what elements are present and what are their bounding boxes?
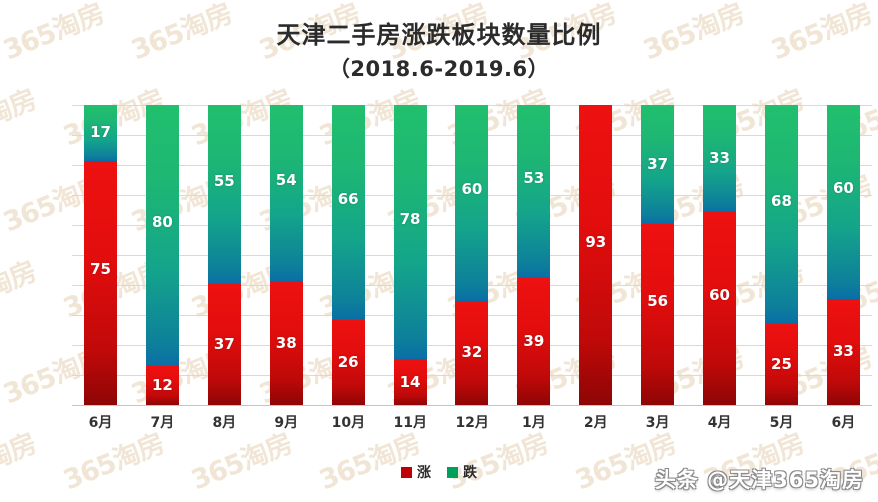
x-axis-tick-label: 4月 [707,415,732,431]
legend-label-fall: 跌 [463,465,477,481]
bar-value-label-fall: 78 [399,209,421,228]
bar-segment-rise[interactable]: 12 [145,366,179,405]
bar-segment-fall[interactable]: 68 [764,105,798,325]
bar-column[interactable]: 68 25 [764,105,798,405]
bar-segment-rise[interactable]: 75 [84,160,117,405]
bar-value-label-rise: 75 [90,260,111,279]
bar-column[interactable]: 17 75 [84,105,117,405]
x-axis-tick-label: 10月 [331,415,366,431]
bar-value-label-rise: 39 [523,331,545,350]
bar-value-label-fall: 80 [151,213,173,231]
x-axis-tick-label: 7月 [150,415,175,431]
bar-value-label-fall: 68 [771,192,792,211]
legend-label-rise: 涨 [417,465,431,481]
chart-legend: 涨 跌 [0,462,878,482]
bar-column[interactable]: 54 38 [269,105,303,405]
x-axis-tick-label: 2月 [583,415,608,431]
bar-segment-fall[interactable]: 60 [455,105,489,301]
bar-segment-rise[interactable]: 39 [517,277,551,405]
bar-value-label-fall: 54 [275,170,297,189]
bar-segment-fall[interactable]: 33 [703,105,737,212]
bar-column[interactable]: 53 39 [517,105,551,405]
chart-title: 天津二手房涨跌板块数量比例 [276,21,602,49]
bar-value-label-rise: 93 [585,232,607,251]
bar-value-label-rise: 14 [399,372,421,391]
bar-value-label-fall: 60 [832,179,854,198]
bar-value-label-fall: 33 [709,148,730,167]
bar-segment-fall[interactable]: 37 [641,105,675,225]
bar-column[interactable]: 66 26 [331,105,365,405]
x-axis-tick-label: 6月 [88,415,113,431]
gridline [72,405,872,406]
bar-value-label-rise: 26 [337,353,359,372]
bar-column[interactable]: 33 60 [703,105,737,405]
bar-value-label-fall: 60 [461,180,483,199]
x-axis-tick-label: 12月 [455,415,489,431]
bar-segment-rise[interactable]: 32 [455,300,489,405]
x-axis-tick-label: 8月 [212,415,237,431]
bar-segment-fall[interactable]: 80 [145,105,179,366]
bar-value-label-rise: 56 [647,292,669,311]
x-axis-tick-label: 1月 [521,415,546,431]
legend-item-fall[interactable]: 跌 [447,462,477,482]
x-axis-tick-label: 5月 [769,415,794,431]
publisher-credit: 头条 @天津365淘房 [654,468,864,492]
bar-segment-rise[interactable]: 37 [207,284,241,405]
x-axis-tick-label: 3月 [645,415,670,431]
bar-segment-rise[interactable]: 25 [764,324,798,405]
legend-swatch-fall-icon [447,466,458,478]
bar-segment-rise[interactable]: 93 [579,105,613,405]
bar-value-label-fall: 55 [213,172,235,191]
bar-segment-fall[interactable]: 53 [517,105,551,278]
x-axis-tick-label: 9月 [274,415,299,431]
bar-value-label-fall: 66 [337,190,359,209]
bar-segment-rise[interactable]: 33 [826,298,860,405]
chart-header: 天津二手房涨跌板块数量比例 （2018.6-2019.6） [0,20,878,84]
bar-segment-fall[interactable]: 66 [331,105,365,321]
bar-column[interactable]: 60 33 [826,105,860,405]
x-axis-tick-label: 11月 [393,415,428,431]
bar-value-label-rise: 37 [213,335,235,354]
x-axis-tick-labels: 6月 7月 8月 9月 10月 11月 12月 1月 2月 3月 4月 5月 6月 [72,412,872,438]
bar-value-label-rise: 32 [461,343,483,362]
bar-value-label-fall: 53 [523,168,545,187]
bar-column[interactable]: 80 12 [145,105,179,405]
chart-subtitle: （2018.6-2019.6） [328,57,550,81]
bar-value-label-rise: 12 [151,376,173,394]
bar-segment-rise[interactable]: 38 [269,281,303,405]
bar-column[interactable]: 37 56 [641,105,675,405]
bar-segment-fall[interactable]: 54 [269,105,303,282]
bar-value-label-rise: 25 [771,355,792,374]
bar-value-label-rise: 60 [709,285,730,304]
plot-area: 100%90%80%70%60%50%40%30%20%10%0% 177580… [72,105,872,406]
bar-value-label-rise: 38 [275,333,297,352]
legend-item-rise[interactable]: 涨 [401,462,431,482]
bar-column[interactable]: 78 14 [393,105,427,405]
bar-segment-fall[interactable]: 55 [207,105,241,285]
bar-segment-rise[interactable]: 26 [331,320,365,405]
bar-column[interactable]: 93 [579,105,613,405]
bar-segment-rise[interactable]: 60 [703,211,737,405]
bar-segment-fall[interactable]: 17 [84,105,117,161]
legend-swatch-rise-icon [401,466,412,478]
bar-value-label-fall: 17 [90,123,111,142]
bar-column[interactable]: 60 32 [455,105,489,405]
bar-segment-fall[interactable]: 78 [393,105,427,360]
bar-column[interactable]: 55 37 [207,105,241,405]
bar-segment-rise[interactable]: 56 [641,224,675,405]
bar-segment-fall[interactable]: 60 [826,105,860,299]
bar-value-label-rise: 33 [832,342,854,361]
bar-series-container: 17 75 80 12 55 37 54 38 66 26 78 14 60 32 53 39 93 37 56 33… [72,105,872,405]
bar-segment-rise[interactable]: 14 [393,359,427,405]
bar-value-label-fall: 37 [647,155,669,174]
x-axis-tick-label: 6月 [831,415,856,431]
